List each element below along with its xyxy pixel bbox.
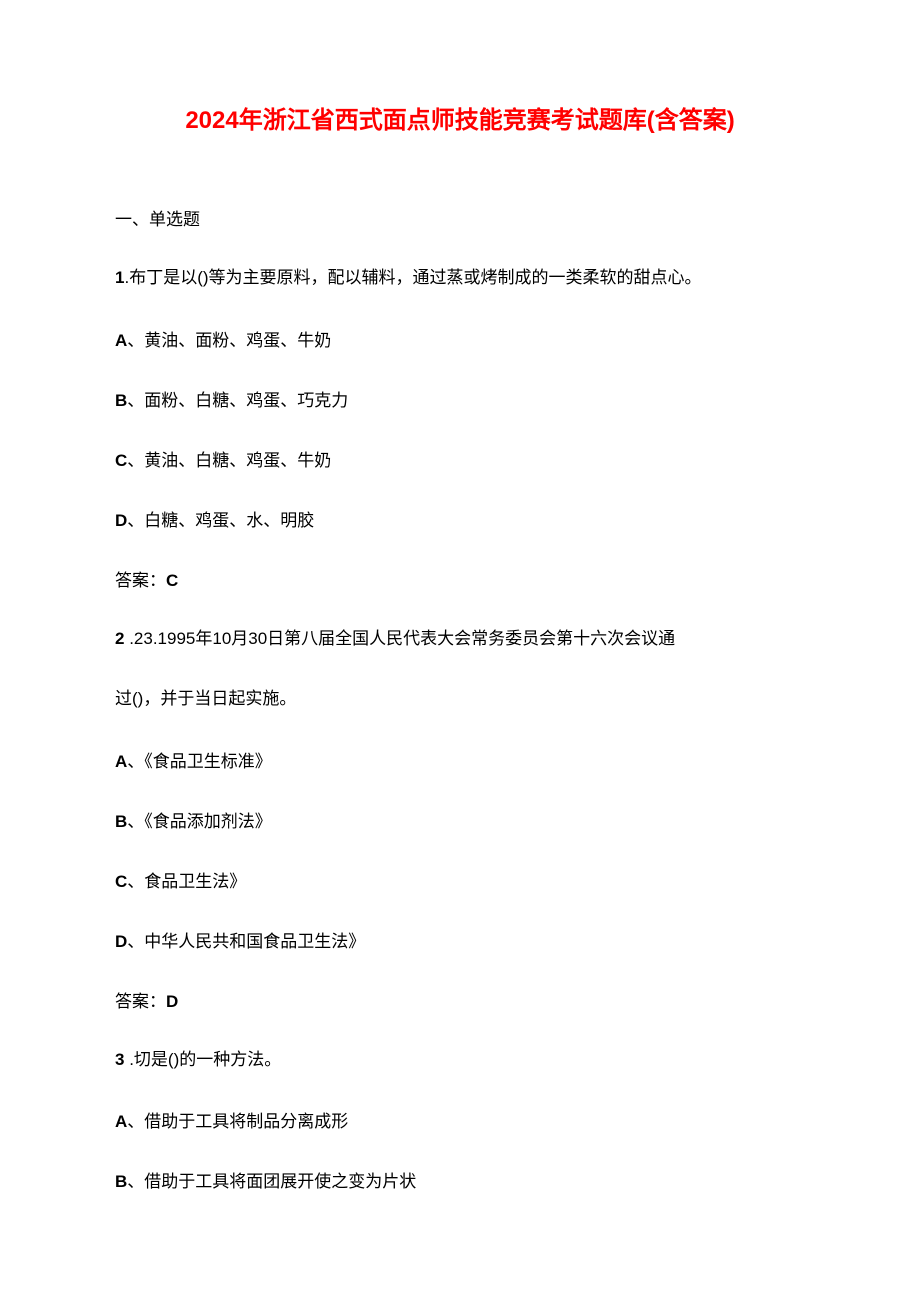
question-3-option-a: A、借助于工具将制品分离成形 — [115, 1107, 805, 1132]
option-label: C — [115, 451, 127, 470]
question-1-body: .布丁是以()等为主要原料，配以辅料，通过蒸或烤制成的一类柔软的甜点心。 — [124, 268, 701, 287]
question-2-text-line2: 过()，并于当日起实施。 — [115, 686, 805, 712]
answer-label: 答案： — [115, 992, 166, 1011]
question-2-option-b: B、《食品添加剂法》 — [115, 807, 805, 832]
question-1-option-d: D、白糖、鸡蛋、水、明胶 — [115, 506, 805, 531]
answer-label: 答案： — [115, 571, 166, 590]
option-text: 、面粉、白糖、鸡蛋、巧克力 — [127, 391, 348, 410]
question-2-body-line1: .23.1995年10月30日第八届全国人民代表大会常务委员会第十六次会议通 — [124, 629, 675, 648]
option-text: 、黄油、面粉、鸡蛋、牛奶 — [127, 331, 331, 350]
question-1-option-a: A、黄油、面粉、鸡蛋、牛奶 — [115, 326, 805, 351]
question-3-body: .切是()的一种方法。 — [124, 1050, 281, 1069]
question-1-option-b: B、面粉、白糖、鸡蛋、巧克力 — [115, 386, 805, 411]
option-text: 、借助于工具将制品分离成形 — [127, 1112, 348, 1131]
question-1-text: 1.布丁是以()等为主要原料，配以辅料，通过蒸或烤制成的一类柔软的甜点心。 — [115, 265, 805, 291]
option-label: D — [115, 932, 127, 951]
question-3-option-b: B、借助于工具将面团展开使之变为片状 — [115, 1167, 805, 1192]
option-text: 、借助于工具将面团展开使之变为片状 — [127, 1172, 416, 1191]
option-label: D — [115, 511, 127, 530]
question-2-answer: 答案：D — [115, 987, 805, 1012]
question-2-option-c: C、食品卫生法》 — [115, 867, 805, 892]
document-title: 2024年浙江省西式面点师技能竞赛考试题库(含答案) — [115, 100, 805, 135]
question-2-option-d: D、中华人民共和国食品卫生法》 — [115, 927, 805, 952]
option-text: 、黄油、白糖、鸡蛋、牛奶 — [127, 451, 331, 470]
answer-value: D — [166, 992, 178, 1011]
option-text: 、食品卫生法》 — [127, 872, 246, 891]
option-label: A — [115, 752, 127, 771]
section-header: 一、单选题 — [115, 205, 805, 230]
question-1-option-c: C、黄油、白糖、鸡蛋、牛奶 — [115, 446, 805, 471]
question-2-text-line1: 2 .23.1995年10月30日第八届全国人民代表大会常务委员会第十六次会议通 — [115, 626, 805, 652]
option-text: 、中华人民共和国食品卫生法》 — [127, 932, 365, 951]
option-label: A — [115, 1112, 127, 1131]
question-2-option-a: A、《食品卫生标准》 — [115, 747, 805, 772]
option-label: C — [115, 872, 127, 891]
option-label: A — [115, 331, 127, 350]
option-label: B — [115, 812, 127, 831]
question-3-text: 3 .切是()的一种方法。 — [115, 1047, 805, 1073]
option-label: B — [115, 391, 127, 410]
question-1-answer: 答案：C — [115, 566, 805, 591]
option-text: 、白糖、鸡蛋、水、明胶 — [127, 511, 314, 530]
option-label: B — [115, 1172, 127, 1191]
option-text: 、《食品卫生标准》 — [127, 752, 272, 771]
option-text: 、《食品添加剂法》 — [127, 812, 272, 831]
answer-value: C — [166, 571, 178, 590]
